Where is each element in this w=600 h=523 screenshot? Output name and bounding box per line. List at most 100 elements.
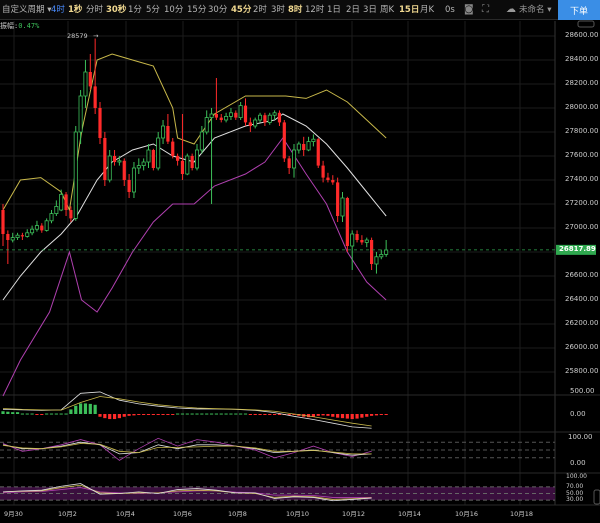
macd-histogram-bar <box>292 414 296 415</box>
amplitude-readout: 振幅:0.47% <box>0 21 39 31</box>
candle-body <box>350 233 355 247</box>
macd-histogram-bar <box>54 413 58 415</box>
period-toolbar: 自定义周期 ▾ 4时 1秒 分时 30秒 1分 5分 10分 15分 30分 45分 2时 3时 8时 1… <box>0 0 600 20</box>
period-0[interactable]: 4时 <box>51 5 65 15</box>
macd-histogram-bar <box>209 413 214 415</box>
macd-histogram-bar <box>331 414 335 417</box>
candle-body <box>355 234 359 240</box>
macd-histogram-bar <box>20 413 24 415</box>
period-5[interactable]: 5分 <box>146 5 160 15</box>
candle-body <box>161 125 166 139</box>
custom-period-dropdown[interactable]: 自定义周期 ▾ <box>2 5 52 15</box>
period-9[interactable]: 45分 <box>231 5 252 15</box>
period-10[interactable]: 2时 <box>253 5 267 15</box>
layout-name-dropdown[interactable]: 未命名 ▾ <box>519 5 552 15</box>
period-3[interactable]: 30秒 <box>106 5 127 15</box>
macd-histogram-bar <box>200 413 204 415</box>
date-tick-label: 10月14 <box>398 510 422 518</box>
macd-histogram-bar <box>112 414 117 420</box>
candle-body <box>64 194 68 210</box>
cloud-icon[interactable]: ☁ <box>506 4 516 15</box>
period-13[interactable]: 12时 <box>305 5 325 15</box>
macd-histogram-bar <box>273 414 277 415</box>
macd-histogram-bar <box>161 414 165 415</box>
period-17[interactable]: 周K <box>380 5 395 15</box>
kdj-d-line <box>2 443 372 455</box>
period-11[interactable]: 3时 <box>271 5 285 15</box>
period-2[interactable]: 分时 <box>86 5 104 15</box>
macd-histogram-bar <box>103 414 107 419</box>
period-12[interactable]: 8时 <box>288 5 303 15</box>
macd-histogram-bar <box>205 413 209 415</box>
max-arrow-icon: → <box>93 31 99 40</box>
macd-histogram-bar <box>214 413 218 415</box>
macd-histogram-bar <box>336 414 340 418</box>
candle-body <box>180 160 185 174</box>
macd-histogram-bar <box>166 414 170 415</box>
macd-histogram-bar <box>15 412 20 414</box>
macd-histogram-bar <box>350 414 354 420</box>
candle-body <box>10 237 15 241</box>
candle-body <box>258 114 263 121</box>
candle-body <box>282 122 286 159</box>
macd-histogram-bar <box>137 414 141 415</box>
candle-body <box>93 86 97 108</box>
period-6[interactable]: 10分 <box>164 5 184 15</box>
price-tick-label: 27000.00 <box>565 223 599 231</box>
macd-histogram-bar <box>370 414 374 416</box>
candle-body <box>49 213 54 222</box>
rsi-2-line <box>2 484 372 500</box>
macd-histogram-bar <box>127 414 131 416</box>
candle-body <box>117 160 122 163</box>
macd-histogram-bar <box>287 414 291 415</box>
period-16[interactable]: 3日 <box>363 5 377 15</box>
date-tick-label: 10月16 <box>455 510 479 518</box>
candle-body <box>103 138 107 180</box>
last-price-badge <box>556 244 596 255</box>
camera-icon[interactable]: ◙ <box>464 4 474 15</box>
period-14[interactable]: 1日 <box>327 5 341 15</box>
date-tick-label: 10月18 <box>510 510 534 518</box>
period-15[interactable]: 2日 <box>346 5 360 15</box>
macd-histogram-bar <box>355 414 359 419</box>
macd-histogram-bar <box>311 414 315 417</box>
date-tick-label: 10月8 <box>228 510 247 518</box>
fullscreen-icon[interactable]: ⛶ <box>482 4 489 15</box>
macd-histogram-bar <box>132 414 136 416</box>
amplitude-value: 0.47% <box>18 22 40 30</box>
macd-histogram-bar <box>326 414 330 416</box>
price-tick-label: 27800.00 <box>565 127 599 135</box>
candle-body <box>253 119 258 127</box>
macd-histogram-bar <box>1 411 5 414</box>
macd-histogram-bar <box>360 414 364 418</box>
macd-histogram-bar <box>156 414 160 415</box>
candle-body <box>122 160 126 180</box>
macd-dea-line <box>2 396 372 427</box>
candle-body <box>141 161 146 166</box>
candle-body <box>204 117 209 133</box>
price-tick-label: 26200.00 <box>565 319 599 327</box>
period-1[interactable]: 1秒 <box>68 5 83 15</box>
candle-body <box>248 122 252 126</box>
order-button[interactable]: 下单 <box>558 0 600 20</box>
period-18[interactable]: 15日 <box>399 5 420 15</box>
period-7[interactable]: 15分 <box>187 5 207 15</box>
candle-body <box>302 144 306 150</box>
macd-histogram-bar <box>88 403 92 414</box>
period-8[interactable]: 30分 <box>208 5 228 15</box>
candle-body <box>131 167 136 193</box>
candle-body <box>112 156 117 162</box>
period-4[interactable]: 1分 <box>128 5 142 15</box>
candle-body <box>151 150 155 168</box>
scroll-right-button <box>593 489 600 505</box>
kdj-k-line <box>2 441 372 456</box>
rsi-band <box>0 486 555 501</box>
macd-histogram-bar <box>268 414 272 415</box>
kdj-j-line <box>2 437 372 461</box>
candle-body <box>136 165 141 169</box>
candle-body <box>384 249 389 255</box>
period-19[interactable]: 月K <box>420 5 435 15</box>
macd-histogram-bar <box>234 413 238 415</box>
macd-histogram-bar <box>374 414 379 416</box>
